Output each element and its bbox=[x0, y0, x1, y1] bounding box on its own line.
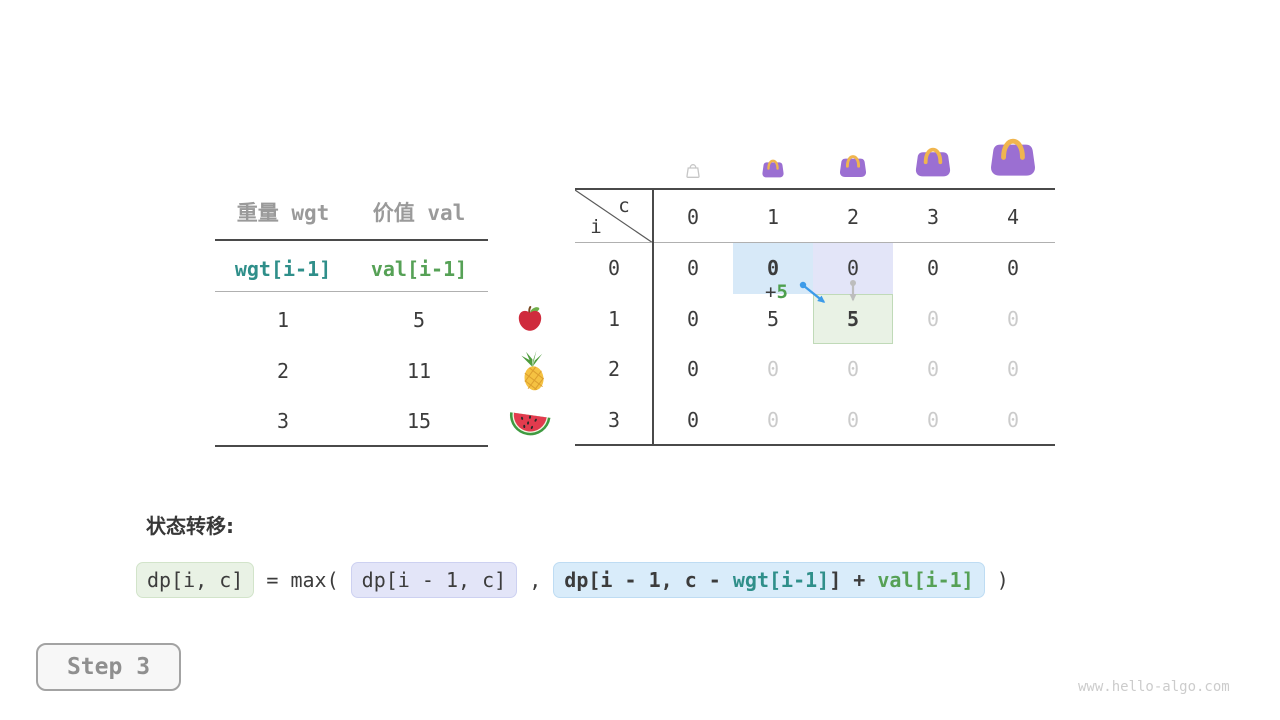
dp-cell-2-0: 0 bbox=[686, 357, 700, 382]
watermelon-icon bbox=[508, 404, 552, 437]
arg2-prefix: dp[i - 1, c - bbox=[564, 568, 733, 592]
bag-capacity-4-icon bbox=[986, 125, 1040, 179]
dp-cell-1-4: 0 bbox=[1006, 306, 1020, 331]
dp-cell-2-4: 0 bbox=[1006, 357, 1020, 382]
dp-cell-3-0: 0 bbox=[686, 407, 700, 432]
dp-cell-0-4: 0 bbox=[1006, 256, 1020, 281]
items-col-header-weight: 重量 wgt bbox=[236, 201, 330, 225]
highlight-source-left-cell bbox=[733, 243, 813, 294]
dp-grid: 0 0 0 0 0 0 5 5 0 0 0 0 0 0 0 0 0 0 0 0 bbox=[653, 243, 1053, 445]
dp-cell-0-1: 0 bbox=[766, 256, 780, 281]
transition-formula: dp[i, c] = max( dp[i - 1, c] , dp[i - 1,… bbox=[136, 562, 1009, 598]
formula-close-paren: ) bbox=[984, 568, 1009, 592]
dp-cell-0-3: 0 bbox=[926, 256, 940, 281]
dp-row-header-3: 3 bbox=[607, 407, 621, 432]
dp-cell-1-3: 0 bbox=[926, 306, 940, 331]
apple-icon bbox=[514, 302, 546, 334]
dp-table-bottom-rule bbox=[575, 444, 1055, 446]
corner-diagonal bbox=[575, 190, 653, 243]
bag-capacity-1-icon bbox=[760, 153, 786, 179]
dp-cell-1-2: 5 bbox=[846, 306, 860, 331]
dp-vertical-rule bbox=[652, 189, 654, 446]
item-3-weight: 3 bbox=[276, 409, 290, 433]
formula-arg1-box: dp[i - 1, c] bbox=[350, 562, 518, 598]
dp-col-header-1: 1 bbox=[766, 204, 780, 229]
down-arrow-origin-dot bbox=[850, 280, 856, 286]
dp-col-header-0: 0 bbox=[686, 204, 700, 229]
step-button[interactable]: Step 3 bbox=[36, 643, 181, 691]
dp-header-rule bbox=[575, 242, 1055, 243]
pineapple-icon bbox=[516, 350, 550, 392]
dp-row-headers: 0 1 2 3 bbox=[575, 243, 653, 445]
bag-capacity-3-icon bbox=[912, 137, 954, 179]
empty-bag-icon bbox=[683, 160, 703, 180]
dp-cell-1-1: 5 bbox=[766, 306, 780, 331]
dp-table-top-rule bbox=[575, 188, 1055, 190]
dp-col-headers: 0 1 2 3 4 bbox=[653, 190, 1053, 243]
item-2-weight: 2 bbox=[276, 359, 290, 383]
formula-lhs-box: dp[i, c] bbox=[136, 562, 255, 598]
formula-equals-max: = max( bbox=[254, 568, 351, 592]
items-symbol-wgt: wgt[i-1] bbox=[234, 257, 332, 281]
plus-sign: + bbox=[765, 281, 777, 303]
item-1-value: 5 bbox=[412, 308, 426, 332]
items-table-bottom-rule bbox=[215, 445, 488, 447]
dp-col-header-4: 4 bbox=[1006, 204, 1020, 229]
dp-cell-3-2: 0 bbox=[846, 407, 860, 432]
transition-heading: 状态转移: bbox=[146, 514, 234, 538]
formula-comma: , bbox=[517, 568, 554, 592]
arg2-val-term: val[i-1] bbox=[877, 568, 974, 592]
dp-cell-2-1: 0 bbox=[766, 357, 780, 382]
add-value-annotation: +5 bbox=[765, 281, 788, 303]
dp-cell-3-3: 0 bbox=[926, 407, 940, 432]
transfer-arrows bbox=[799, 280, 857, 303]
items-table-top-rule bbox=[215, 239, 488, 241]
items-table-mid-rule bbox=[215, 291, 488, 292]
items-symbol-val: val[i-1] bbox=[370, 257, 468, 281]
added-value: 5 bbox=[776, 281, 788, 303]
dp-col-header-3: 3 bbox=[926, 204, 940, 229]
dp-cell-0-0: 0 bbox=[686, 256, 700, 281]
arg2-mid: ] + bbox=[829, 568, 878, 592]
corner-col-var: c bbox=[618, 195, 630, 217]
item-2-value: 11 bbox=[406, 359, 432, 383]
item-3-value: 15 bbox=[406, 409, 432, 433]
dp-col-header-2: 2 bbox=[846, 204, 860, 229]
items-col-header-value: 价值 val bbox=[372, 201, 466, 225]
arg2-wgt-term: wgt[i-1] bbox=[732, 568, 830, 592]
item-1-weight: 1 bbox=[276, 308, 290, 332]
dp-row-header-2: 2 bbox=[607, 357, 621, 382]
corner-row-var: i bbox=[590, 216, 602, 238]
dp-cell-3-1: 0 bbox=[766, 407, 780, 432]
dp-cell-3-4: 0 bbox=[1006, 407, 1020, 432]
dp-row-header-0: 0 bbox=[607, 256, 621, 281]
bag-capacity-2-icon bbox=[837, 147, 869, 179]
dp-cell-0-2: 0 bbox=[846, 256, 860, 281]
dp-row-header-1: 1 bbox=[607, 306, 621, 331]
diagonal-transfer-arrow bbox=[803, 285, 826, 303]
dp-cell-2-3: 0 bbox=[926, 357, 940, 382]
highlight-current-cell bbox=[813, 294, 893, 344]
watermark: www.hello-algo.com bbox=[1078, 679, 1230, 695]
formula-arg2-box: dp[i - 1, c - wgt[i-1]] + val[i-1] bbox=[553, 562, 985, 598]
dp-cell-2-2: 0 bbox=[846, 357, 860, 382]
dp-cell-1-0: 0 bbox=[686, 306, 700, 331]
